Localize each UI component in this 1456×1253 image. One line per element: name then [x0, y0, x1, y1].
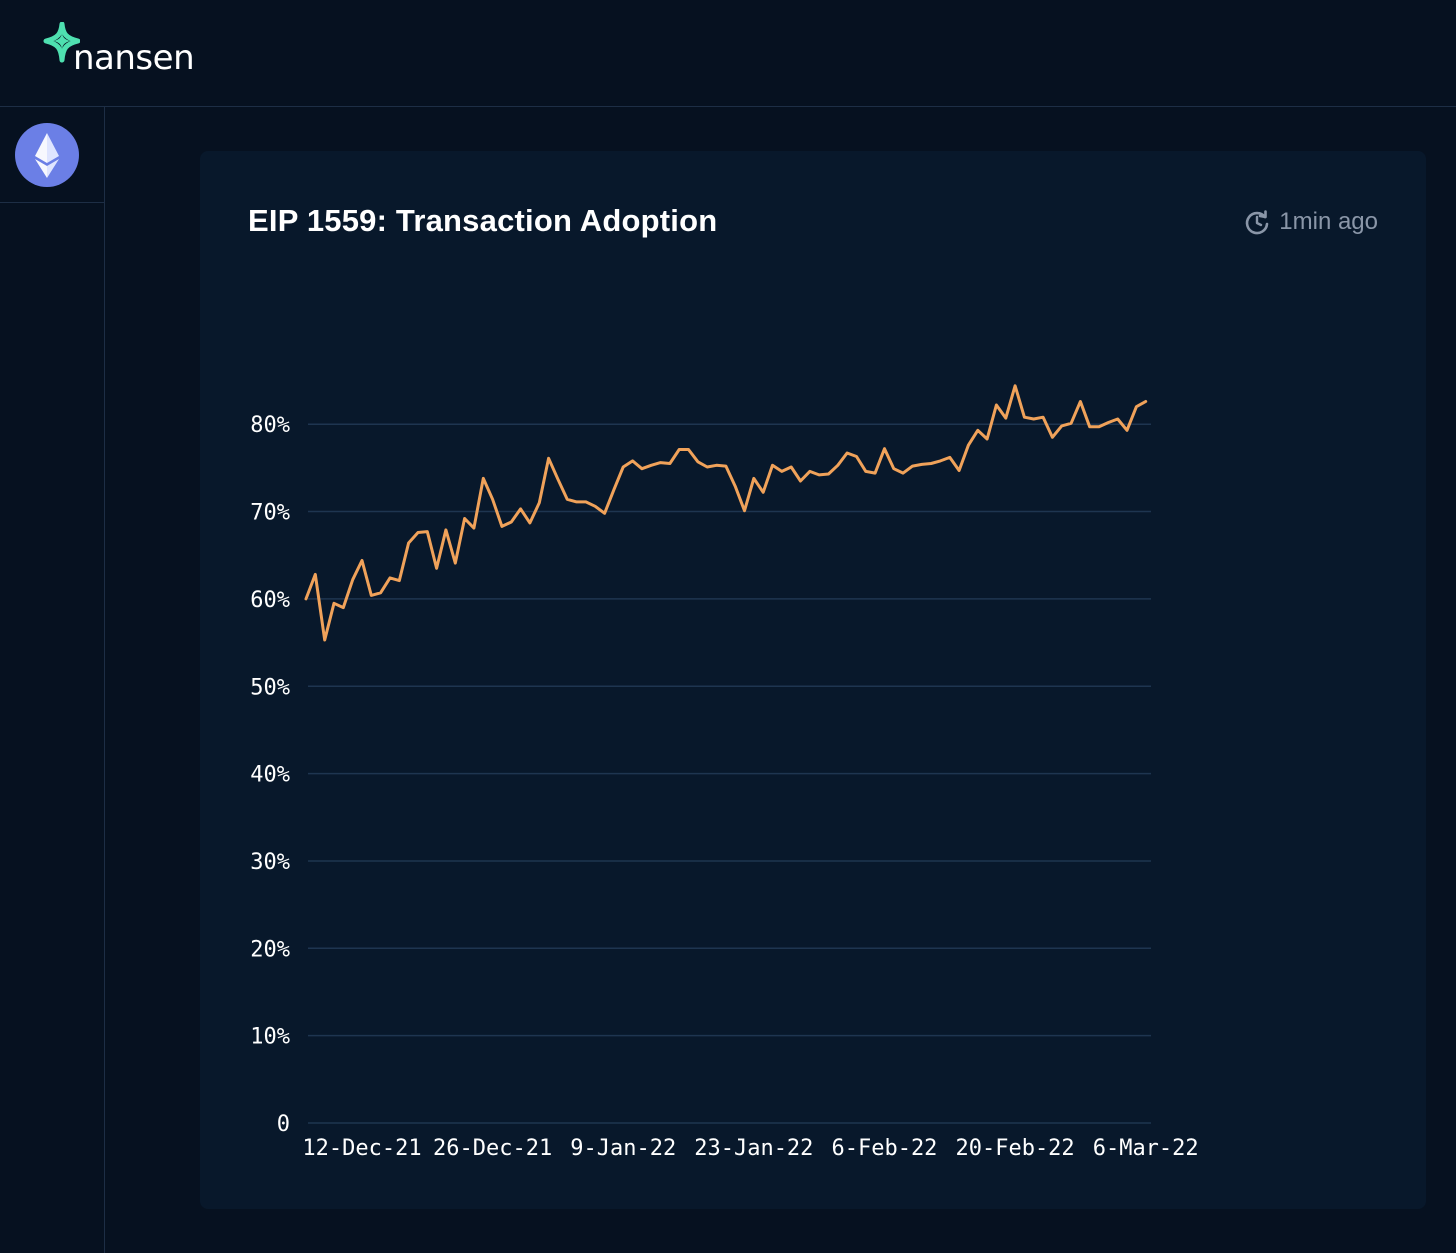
- top-bar: nansen: [0, 0, 1456, 107]
- sidebar-divider: [0, 202, 104, 203]
- y-tick-label: 60%: [250, 588, 290, 613]
- x-tick-label: 12-Dec-21: [302, 1136, 421, 1161]
- ethereum-icon: [35, 133, 59, 178]
- y-tick-label: 10%: [250, 1025, 290, 1050]
- y-tick-label: 40%: [250, 763, 290, 788]
- series-line-0[interactable]: [304, 384, 1148, 642]
- y-tick-label: 30%: [250, 850, 290, 875]
- x-axis-ticks: 12-Dec-21 26-Dec-21 9-Jan-22 23-Jan-22 6-Feb…: [302, 1136, 1198, 1161]
- x-tick-label: 6-Feb-22: [831, 1136, 937, 1161]
- nansen-logo[interactable]: nansen: [40, 20, 210, 90]
- y-tick-label: 70%: [250, 501, 290, 526]
- brand-name: nansen: [73, 38, 195, 78]
- y-tick-label: 50%: [250, 675, 290, 700]
- y-tick-label: 0: [277, 1112, 290, 1137]
- y-axis-ticks: 0 10% 20% 30% 40% 50% 60% 70% 80%: [250, 413, 290, 1137]
- refresh-label: 1min ago: [1279, 208, 1378, 235]
- x-tick-label: 9-Jan-22: [570, 1136, 676, 1161]
- x-tick-label: 23-Jan-22: [694, 1136, 813, 1161]
- chart-title: EIP 1559: Transaction Adoption: [248, 203, 718, 238]
- nansen-star-icon: [43, 22, 80, 63]
- series-layer: [304, 384, 1148, 642]
- x-tick-label: 6-Mar-22: [1093, 1136, 1199, 1161]
- grid-lines: [308, 423, 1151, 1124]
- refresh-icon: [1246, 210, 1269, 235]
- y-tick-label: 20%: [250, 937, 290, 962]
- sidebar: [0, 107, 105, 1253]
- refresh-status[interactable]: 1min ago: [1243, 207, 1378, 237]
- x-tick-label: 26-Dec-21: [433, 1136, 552, 1161]
- chart-card: EIP 1559: Transaction Adoption 1min ago …: [200, 151, 1426, 1209]
- chain-selector[interactable]: [15, 123, 79, 187]
- x-tick-label: 20-Feb-22: [955, 1136, 1074, 1161]
- line-chart: 0 10% 20% 30% 40% 50% 60% 70% 80% 12-Dec-21 26-De…: [250, 384, 1199, 1161]
- y-tick-label: 80%: [250, 413, 290, 438]
